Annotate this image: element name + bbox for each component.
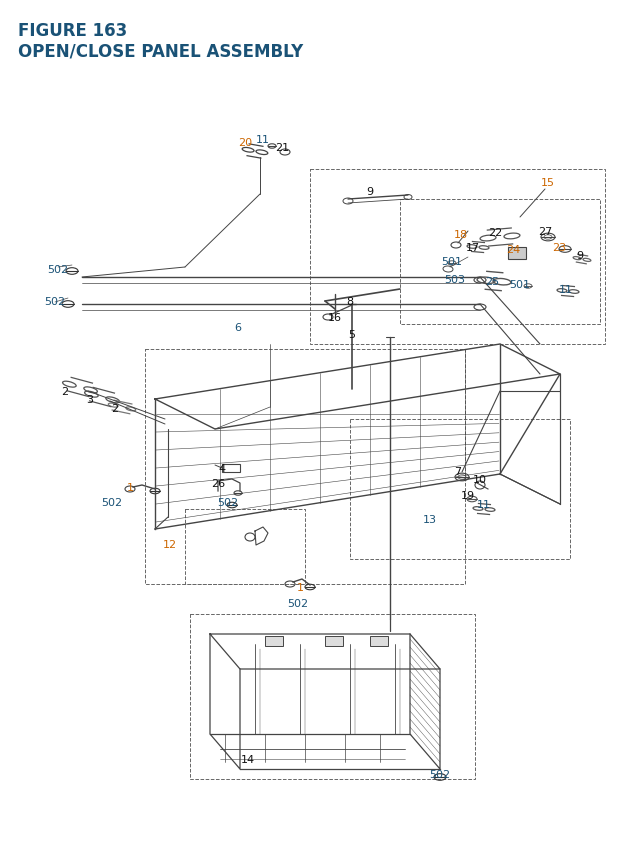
Text: 16: 16 bbox=[328, 313, 342, 323]
Text: 23: 23 bbox=[552, 243, 566, 253]
Text: 17: 17 bbox=[466, 243, 480, 253]
Text: 20: 20 bbox=[238, 138, 252, 148]
Text: 502: 502 bbox=[47, 264, 68, 275]
Text: 11: 11 bbox=[477, 499, 491, 510]
Bar bbox=[190, 614, 475, 779]
Text: 8: 8 bbox=[346, 297, 353, 307]
Text: 11: 11 bbox=[256, 135, 270, 145]
Bar bbox=[222, 464, 240, 473]
Text: 3: 3 bbox=[86, 394, 93, 405]
Text: 501: 501 bbox=[509, 280, 531, 289]
Text: 502: 502 bbox=[44, 297, 65, 307]
Text: 502: 502 bbox=[287, 598, 308, 608]
Text: 10: 10 bbox=[473, 474, 487, 485]
Text: 22: 22 bbox=[488, 228, 502, 238]
Bar bbox=[325, 636, 343, 647]
Text: 18: 18 bbox=[454, 230, 468, 239]
Text: 1: 1 bbox=[296, 582, 303, 592]
Text: 21: 21 bbox=[275, 143, 289, 152]
Text: 503: 503 bbox=[445, 275, 465, 285]
Bar bbox=[310, 170, 605, 344]
Bar bbox=[265, 636, 283, 647]
Text: 7: 7 bbox=[454, 467, 461, 476]
Text: 2: 2 bbox=[111, 404, 118, 413]
Text: 502: 502 bbox=[218, 498, 239, 507]
Text: 27: 27 bbox=[538, 226, 552, 237]
Text: 9: 9 bbox=[367, 187, 374, 197]
Text: 9: 9 bbox=[577, 251, 584, 261]
Text: 14: 14 bbox=[241, 754, 255, 764]
Text: 502: 502 bbox=[429, 769, 451, 779]
Text: 1: 1 bbox=[127, 482, 134, 492]
Text: 12: 12 bbox=[163, 539, 177, 549]
Text: 25: 25 bbox=[485, 276, 499, 287]
Bar bbox=[508, 248, 526, 260]
Bar bbox=[370, 636, 388, 647]
Bar bbox=[400, 200, 600, 325]
Text: OPEN/CLOSE PANEL ASSEMBLY: OPEN/CLOSE PANEL ASSEMBLY bbox=[18, 42, 303, 60]
Bar bbox=[350, 419, 570, 560]
Text: 502: 502 bbox=[101, 498, 123, 507]
Text: 6: 6 bbox=[234, 323, 241, 332]
Text: 2: 2 bbox=[61, 387, 68, 397]
Text: 501: 501 bbox=[442, 257, 463, 267]
Text: FIGURE 163: FIGURE 163 bbox=[18, 22, 127, 40]
Text: 5: 5 bbox=[349, 330, 355, 339]
Text: 4: 4 bbox=[218, 463, 225, 474]
Text: 24: 24 bbox=[506, 245, 520, 255]
Text: 13: 13 bbox=[423, 514, 437, 524]
Text: 19: 19 bbox=[461, 491, 475, 500]
Text: 26: 26 bbox=[211, 479, 225, 488]
Text: 15: 15 bbox=[541, 177, 555, 188]
Bar bbox=[145, 350, 465, 585]
Text: 11: 11 bbox=[559, 285, 573, 294]
Bar bbox=[185, 510, 305, 585]
